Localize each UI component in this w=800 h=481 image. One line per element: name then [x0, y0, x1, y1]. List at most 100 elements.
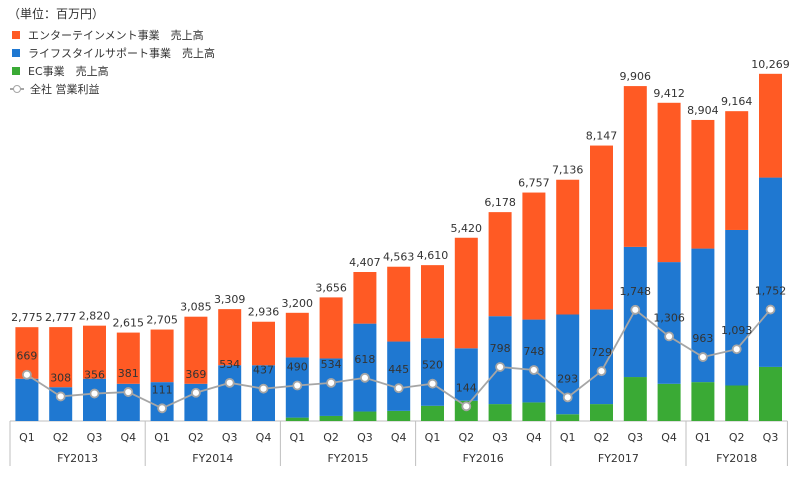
bar-segment-s0-15: [522, 402, 546, 421]
quarter-tick-label-21: Q2: [729, 431, 745, 444]
bar-segment-s1-4: [150, 382, 174, 421]
legend-item-entertainment: エンターテインメント事業 売上高: [10, 26, 215, 44]
bar-segment-s0-9: [319, 415, 343, 421]
fiscal-year-label-1: FY2014: [192, 452, 233, 465]
operating-profit-point-12: [427, 378, 438, 389]
quarter-tick-label-3: Q4: [120, 431, 136, 444]
operating-profit-point-21: [731, 344, 742, 355]
bar-segment-s1-0: [15, 378, 39, 421]
quarter-tick-label-19: Q4: [661, 431, 677, 444]
operating-profit-label-11: 445: [388, 363, 409, 376]
bar-total-label-7: 2,936: [248, 306, 280, 319]
bar-segment-s2-6: [218, 309, 242, 366]
operating-profit-point-11: [393, 383, 404, 394]
legend-label-entertainment: エンターテインメント事業 売上高: [28, 29, 204, 42]
legend-line-marker-icon: [10, 85, 24, 93]
bar-total-label-19: 9,412: [653, 87, 685, 100]
bar-segment-s1-15: [522, 319, 546, 403]
bar-total-label-21: 9,164: [721, 95, 753, 108]
bar-segment-s2-11: [387, 266, 411, 342]
legend-swatch-lifestyle: [12, 49, 20, 57]
operating-profit-point-2: [89, 388, 100, 399]
bar-total-label-5: 3,085: [180, 301, 212, 314]
bar-total-label-3: 2,615: [113, 317, 145, 330]
bar-segment-s0-19: [657, 383, 681, 421]
bar-segment-s2-5: [184, 316, 208, 384]
bar-segment-s2-4: [150, 329, 174, 383]
quarter-tick-label-17: Q2: [594, 431, 610, 444]
bar-segment-s0-17: [590, 404, 613, 421]
operating-profit-point-20: [698, 352, 708, 362]
bar-total-label-15: 6,757: [518, 177, 550, 190]
quarter-tick-label-2: Q3: [87, 431, 103, 444]
bar-segment-s1-19: [657, 262, 681, 384]
legend-label-ec: EC事業 売上高: [28, 65, 109, 78]
bar-segment-s2-7: [252, 321, 275, 366]
bar-segment-s2-2: [83, 325, 106, 379]
bar-segment-s2-19: [657, 102, 681, 263]
bar-total-label-11: 4,563: [383, 251, 415, 264]
bar-total-label-0: 2,775: [11, 311, 43, 324]
operating-profit-label-0: 669: [16, 350, 37, 363]
bar-segment-s0-10: [353, 411, 377, 421]
operating-profit-label-6: 534: [219, 358, 240, 371]
bar-segment-s1-17: [590, 309, 613, 405]
fiscal-year-label-2: FY2015: [327, 452, 368, 465]
bar-segment-s2-22: [759, 73, 782, 178]
bar-segment-s0-12: [421, 405, 444, 421]
operating-profit-point-18: [630, 304, 641, 315]
operating-profit-point-1: [55, 391, 66, 402]
bar-total-label-9: 3,656: [315, 281, 347, 294]
operating-profit-label-8: 490: [287, 361, 308, 374]
bar-segment-s1-13: [454, 348, 478, 401]
bar-segment-s0-18: [623, 377, 647, 421]
bar-segment-s0-16: [556, 414, 580, 421]
bar-total-label-14: 6,178: [484, 196, 516, 209]
bar-segment-s0-14: [488, 404, 512, 421]
quarter-tick-label-20: Q1: [695, 431, 711, 444]
operating-profit-label-5: 369: [185, 368, 206, 381]
bar-total-label-4: 2,705: [146, 314, 178, 327]
quarter-tick-label-22: Q3: [763, 431, 779, 444]
bar-segment-s2-12: [421, 265, 444, 339]
bar-total-label-16: 7,136: [552, 164, 584, 177]
unit-label: （単位：百万円）: [8, 7, 105, 21]
operating-profit-point-8: [292, 380, 303, 391]
bar-segment-s2-0: [15, 327, 39, 379]
bar-segment-s1-6: [218, 365, 242, 421]
operating-profit-point-16: [562, 392, 573, 403]
operating-profit-label-13: 144: [456, 381, 477, 394]
bar-segment-s2-8: [285, 312, 309, 358]
bar-total-label-6: 3,309: [214, 293, 246, 306]
quarter-tick-label-1: Q2: [53, 431, 69, 444]
bar-segment-s1-5: [184, 383, 208, 421]
operating-profit-point-6: [224, 377, 235, 388]
operating-profit-point-10: [359, 372, 370, 383]
bar-segment-s1-21: [725, 229, 749, 386]
bar-segment-s1-20: [691, 248, 715, 383]
bar-segment-s2-17: [590, 145, 613, 310]
bar-segment-s1-14: [488, 316, 512, 405]
bar-segment-s2-10: [353, 272, 377, 324]
operating-profit-label-15: 748: [523, 345, 544, 358]
operating-profit-point-15: [529, 365, 539, 375]
operating-profit-label-7: 437: [253, 364, 274, 377]
quarter-tick-label-15: Q4: [526, 431, 542, 444]
bar-segment-s0-20: [691, 382, 715, 421]
bar-segment-s0-11: [387, 410, 411, 421]
bar-segment-s2-9: [319, 297, 343, 359]
quarter-tick-label-9: Q2: [323, 431, 339, 444]
bar-total-label-8: 3,200: [282, 297, 314, 310]
legend-item-lifestyle: ライフスタイルサポート事業 売上高: [10, 44, 215, 62]
bar-total-label-20: 8,904: [687, 104, 719, 117]
bar-total-label-1: 2,777: [45, 311, 77, 324]
bar-segment-s0-21: [725, 385, 749, 421]
bar-segment-s2-13: [454, 237, 478, 349]
operating-profit-label-12: 520: [422, 359, 443, 372]
operating-profit-label-16: 293: [557, 372, 578, 385]
legend-item-ec: EC事業 売上高: [10, 62, 215, 80]
operating-profit-point-17: [596, 366, 607, 377]
operating-profit-label-2: 356: [84, 369, 105, 382]
operating-profit-label-21: 1,093: [721, 324, 753, 337]
